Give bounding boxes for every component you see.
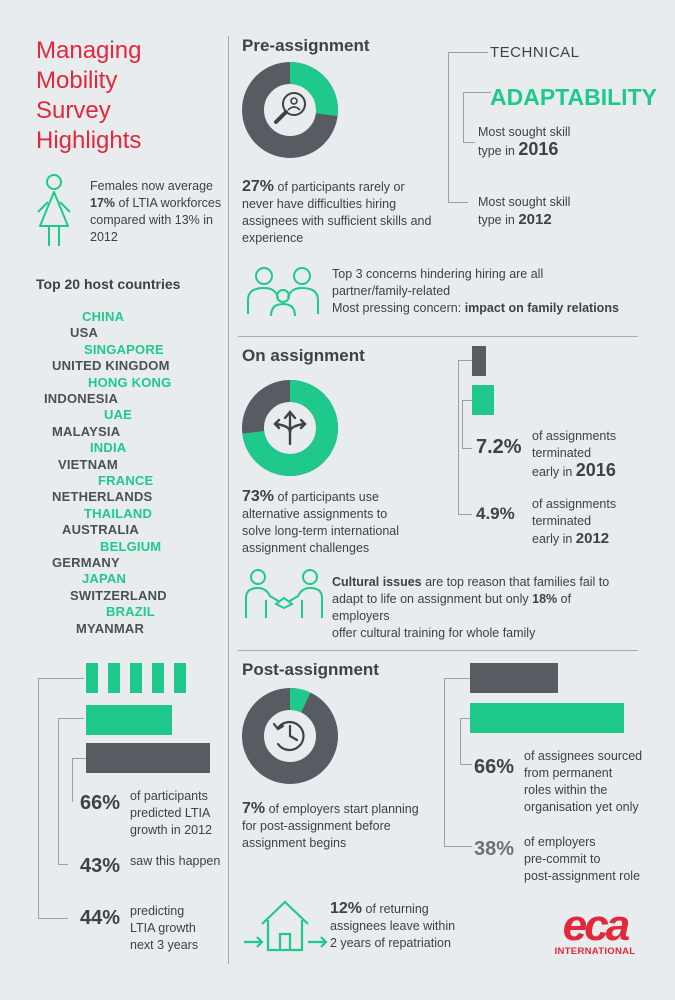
divider-post bbox=[238, 650, 638, 651]
growth-pct-66: 66% bbox=[80, 792, 121, 814]
country-singapore: SINGAPORE bbox=[84, 341, 164, 357]
term-2012-pct: 4.9% bbox=[476, 504, 515, 523]
country-japan: JAPAN bbox=[82, 571, 127, 587]
eca-logo: eca INTERNATIONAL bbox=[554, 901, 636, 958]
country-vietnam: VIETNAM bbox=[58, 456, 118, 472]
country-myanmar: MYANMAR bbox=[76, 620, 145, 636]
sourced-text: of assignees sourced from permanent role… bbox=[524, 749, 643, 814]
on-donut bbox=[242, 380, 338, 476]
post-text: 7% of employers start planning for post-… bbox=[242, 800, 419, 850]
country-indonesia: INDONESIA bbox=[44, 391, 119, 406]
bar-term-2012 bbox=[472, 346, 486, 376]
top20-heading: Top 20 host countries bbox=[36, 276, 181, 292]
country-usa: USA bbox=[70, 325, 99, 341]
country-australia: AUSTRALIA bbox=[62, 522, 139, 538]
country-brazil: BRAZIL bbox=[106, 604, 155, 620]
skill-2016-text: Most sought skill type in 2016 bbox=[478, 125, 571, 159]
precommit-text: of employers pre-commit to post-assignme… bbox=[524, 835, 641, 883]
female-icon bbox=[37, 174, 71, 246]
on-text: 73% of participants use alternative assi… bbox=[242, 488, 400, 555]
split-arrows-icon bbox=[273, 410, 307, 446]
country-belgium: BELGIUM bbox=[100, 538, 162, 554]
bar-growth-66 bbox=[86, 743, 210, 773]
post-assignment-title: Post-assignment bbox=[242, 660, 379, 679]
concerns-text: Top 3 concerns hindering hiring are all … bbox=[332, 267, 619, 315]
country-france: FRANCE bbox=[98, 473, 154, 488]
growth-text-66: of participants predicted LTIA growth in… bbox=[130, 789, 213, 837]
growth-pct-44: 44% bbox=[80, 907, 121, 929]
pre-text: 27% of participants rarely or never have… bbox=[242, 178, 432, 245]
term-2016-pct: 7.2% bbox=[476, 436, 522, 458]
bar-sourced bbox=[470, 703, 624, 733]
growth-pct-43: 43% bbox=[80, 855, 121, 877]
skill-2012-text: Most sought skill type in 2012 bbox=[478, 195, 571, 228]
post-donut bbox=[242, 688, 338, 784]
country-malaysia: MALAYSIA bbox=[52, 423, 121, 439]
term-2016-text: of assignments terminated early in 2016 bbox=[532, 429, 617, 480]
family-icon bbox=[247, 267, 319, 317]
country-germany: GERMANY bbox=[52, 555, 120, 570]
return-text: 12% of returning assignees leave within … bbox=[330, 900, 456, 950]
growth-text-44: predicting LTIA growth next 3 years bbox=[130, 904, 199, 952]
country-switzerland: SWITZERLAND bbox=[70, 587, 167, 603]
handshake-icon bbox=[245, 569, 323, 618]
country-uae: UAE bbox=[104, 407, 133, 423]
bar-precommit bbox=[470, 663, 558, 693]
divider-on bbox=[238, 336, 638, 337]
clock-icon bbox=[272, 720, 305, 752]
bar-growth-43 bbox=[86, 705, 172, 735]
growth-text-43: saw this happen bbox=[130, 854, 221, 868]
house-return-icon bbox=[244, 900, 328, 952]
column-divider bbox=[228, 36, 229, 964]
adaptability-label: ADAPTABILITY bbox=[490, 84, 657, 110]
page-title: Managing Mobility Survey Highlights bbox=[36, 37, 142, 154]
country-united-kingdom: UNITED KINGDOM bbox=[52, 358, 170, 374]
pre-assignment-title: Pre-assignment bbox=[242, 36, 370, 55]
technical-label: TECHNICAL bbox=[490, 44, 580, 61]
on-assignment-title: On assignment bbox=[242, 346, 365, 365]
country-china: CHINA bbox=[82, 309, 125, 324]
country-netherlands: NETHERLANDS bbox=[52, 489, 153, 505]
sourced-pct: 66% bbox=[474, 756, 515, 778]
term-2012-text: of assignments terminated early in 2012 bbox=[532, 497, 617, 547]
precommit-pct: 38% bbox=[474, 838, 515, 860]
magnifier-person-icon bbox=[274, 92, 306, 124]
country-thailand: THAILAND bbox=[84, 505, 153, 521]
pre-donut bbox=[242, 62, 338, 158]
country-india: INDIA bbox=[90, 440, 127, 456]
cultural-text: Cultural issues are top reason that fami… bbox=[332, 575, 610, 640]
bar-term-2016 bbox=[472, 385, 494, 415]
females-text: Females now average 17% of LTIA workforc… bbox=[90, 179, 222, 244]
country-hong-kong: HONG KONG bbox=[88, 374, 172, 390]
